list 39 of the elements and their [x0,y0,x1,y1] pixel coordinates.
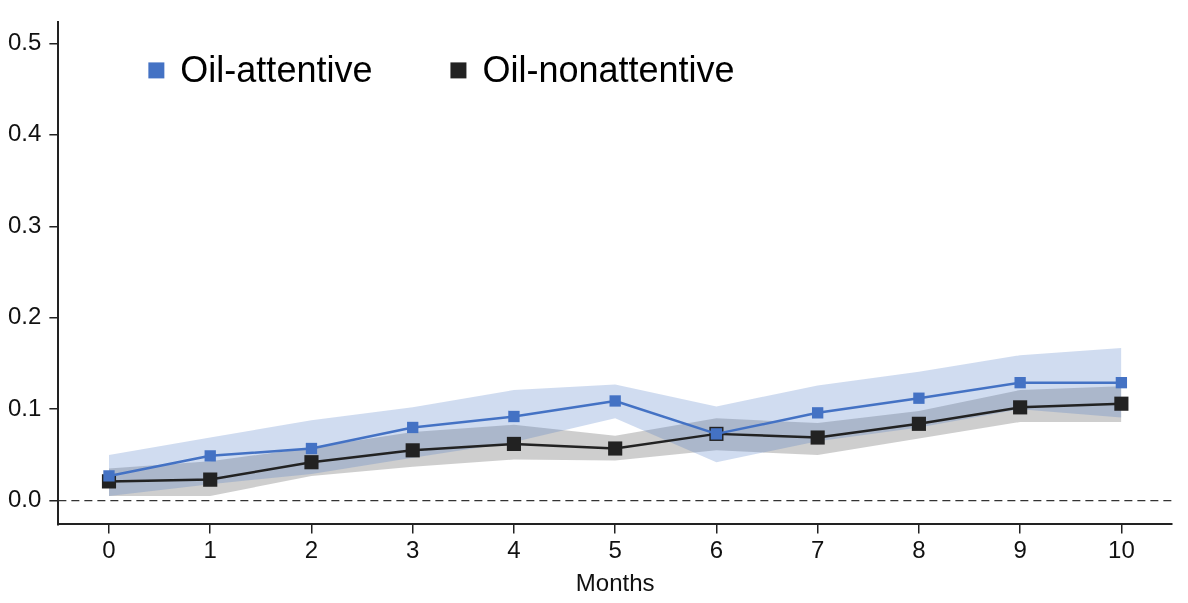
point [204,450,216,462]
point [305,442,318,455]
point [508,410,520,423]
y-tick-label: 0.4 [7,119,42,147]
point [407,421,419,434]
point [203,472,218,487]
point [911,416,926,431]
x-axis-title: Months [575,569,655,597]
x-tick-label: 3 [406,536,420,564]
y-tick-label: 0.1 [7,393,42,421]
x-tick-label: 9 [1013,536,1027,564]
y-tick-label: 0.0 [7,485,42,513]
point [608,441,623,456]
point [913,392,925,404]
x-tick-label: 5 [608,536,622,564]
y-tick-label: 0.5 [7,28,42,56]
legend-label: Oil-nonattentive [482,49,735,91]
point [405,443,420,458]
legend-label: Oil-attentive [180,49,373,91]
x-tick-label: 2 [304,536,319,564]
x-tick-label: 1 [203,536,217,564]
x-tick-label: 10 [1108,536,1135,564]
x-tick-label: 7 [810,536,825,564]
point [609,395,621,407]
x-tick-label: 4 [507,536,521,564]
point [810,430,825,445]
x-tick-label: 6 [709,536,724,564]
y-tick-label: 0.3 [7,210,42,238]
point [1013,400,1028,415]
point [103,470,115,482]
point [506,436,522,452]
point [1114,396,1129,411]
point [1014,377,1026,389]
point [304,455,319,470]
x-tick-label: 0 [102,536,116,564]
point [812,407,824,419]
x-tick-label: 8 [912,536,926,564]
point [1115,377,1128,389]
y-tick-label: 0.2 [7,302,42,330]
